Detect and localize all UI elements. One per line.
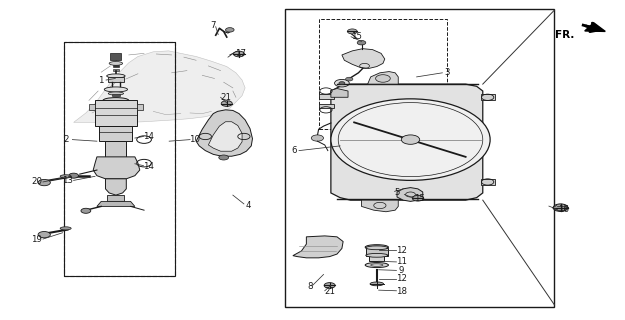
Polygon shape	[481, 179, 495, 185]
Circle shape	[38, 180, 51, 186]
Text: 1: 1	[99, 76, 104, 84]
Polygon shape	[106, 179, 126, 195]
Polygon shape	[97, 201, 135, 206]
Polygon shape	[106, 141, 126, 157]
Polygon shape	[319, 104, 334, 108]
Polygon shape	[369, 256, 384, 261]
Text: 2: 2	[64, 135, 69, 144]
Ellipse shape	[365, 245, 389, 250]
Polygon shape	[89, 104, 95, 110]
Polygon shape	[74, 51, 245, 122]
Ellipse shape	[60, 227, 71, 230]
Text: 11: 11	[396, 257, 407, 267]
Bar	[112, 94, 119, 96]
Ellipse shape	[103, 98, 129, 103]
Polygon shape	[95, 100, 137, 125]
Ellipse shape	[104, 87, 127, 92]
Circle shape	[401, 135, 420, 144]
Ellipse shape	[370, 282, 384, 286]
Bar	[64, 42, 175, 276]
Polygon shape	[331, 89, 348, 97]
Text: 13: 13	[62, 176, 73, 185]
Text: 20: 20	[31, 178, 42, 187]
Polygon shape	[342, 49, 385, 68]
Circle shape	[346, 77, 353, 81]
Circle shape	[357, 41, 366, 45]
Polygon shape	[208, 122, 242, 151]
Text: 10: 10	[189, 135, 201, 144]
Bar	[113, 65, 119, 68]
Ellipse shape	[366, 246, 388, 250]
Text: 18: 18	[396, 287, 407, 296]
Polygon shape	[93, 157, 140, 179]
Bar	[111, 53, 121, 60]
Polygon shape	[361, 200, 398, 212]
Bar	[108, 76, 124, 82]
Text: 4: 4	[246, 201, 251, 210]
Circle shape	[348, 29, 358, 34]
Text: 15: 15	[351, 32, 362, 41]
Circle shape	[38, 231, 51, 238]
Polygon shape	[137, 104, 143, 110]
Text: 5: 5	[394, 188, 400, 197]
Polygon shape	[397, 188, 422, 201]
Circle shape	[339, 82, 345, 85]
Circle shape	[324, 283, 335, 288]
Text: 16: 16	[558, 205, 569, 214]
Text: FR.: FR.	[554, 29, 574, 40]
Polygon shape	[107, 195, 124, 201]
Circle shape	[334, 79, 349, 87]
Ellipse shape	[366, 253, 388, 257]
Ellipse shape	[108, 92, 124, 95]
Circle shape	[234, 51, 244, 57]
Circle shape	[331, 99, 490, 180]
Polygon shape	[319, 94, 334, 99]
Polygon shape	[331, 84, 482, 200]
Bar	[319, 19, 448, 129]
Circle shape	[311, 135, 324, 141]
Text: 3: 3	[444, 68, 450, 77]
Bar	[285, 10, 554, 308]
Circle shape	[219, 155, 229, 160]
Text: 14: 14	[143, 132, 154, 141]
Circle shape	[81, 208, 91, 213]
Circle shape	[226, 28, 234, 32]
Ellipse shape	[109, 61, 123, 65]
Text: 12: 12	[396, 246, 407, 255]
Circle shape	[412, 196, 423, 201]
Bar	[64, 42, 175, 276]
Text: 17: 17	[235, 49, 246, 58]
Text: 6: 6	[291, 146, 297, 155]
Polygon shape	[481, 94, 495, 100]
Text: 12: 12	[396, 274, 407, 283]
Text: 19: 19	[31, 235, 42, 244]
Circle shape	[221, 101, 232, 106]
Polygon shape	[368, 72, 398, 84]
Bar	[113, 69, 119, 71]
Circle shape	[376, 75, 390, 82]
Polygon shape	[585, 23, 605, 31]
Ellipse shape	[107, 74, 125, 78]
Text: 9: 9	[399, 266, 404, 275]
Polygon shape	[293, 236, 343, 258]
Ellipse shape	[60, 175, 71, 178]
Text: 15: 15	[414, 194, 425, 203]
Circle shape	[553, 204, 568, 212]
Polygon shape	[99, 125, 132, 141]
Text: 21: 21	[220, 93, 231, 102]
Polygon shape	[366, 248, 388, 256]
Text: 7: 7	[211, 21, 216, 30]
Circle shape	[69, 173, 79, 178]
Polygon shape	[196, 110, 252, 156]
Text: 14: 14	[143, 162, 154, 171]
Text: 21: 21	[324, 287, 335, 296]
Ellipse shape	[365, 262, 389, 268]
Text: 8: 8	[308, 282, 312, 291]
